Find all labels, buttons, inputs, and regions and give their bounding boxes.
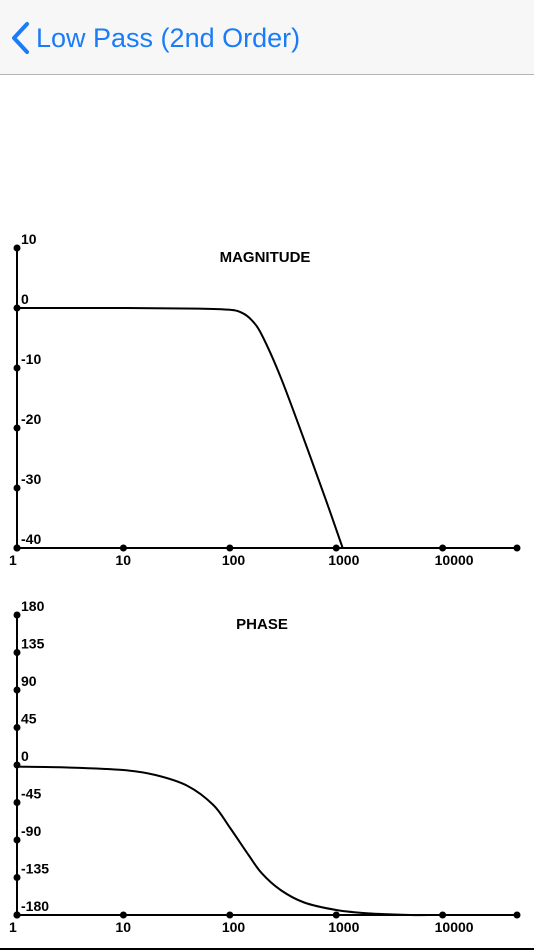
chart-1-x-tick-dot	[226, 544, 234, 552]
chart-2-y-tick-label: -45	[21, 786, 41, 802]
chart-2-x-tick-dot	[13, 911, 21, 919]
back-button[interactable]: Low Pass (2nd Order)	[10, 18, 300, 58]
chart-2-y-tick-dot	[13, 649, 21, 656]
chart-2-x-tick-label: 1000	[328, 919, 359, 935]
chart-2-x-tick-dot	[226, 911, 234, 919]
chart-2-x-tick-label: 10	[115, 919, 131, 935]
chart-1-y-tick-dot	[13, 424, 21, 432]
chart-1-y-tick-dot	[13, 244, 21, 252]
chart-2-x-axis-end-dot	[513, 911, 521, 919]
chart-1-x-axis-end-dot	[513, 544, 521, 552]
chevron-left-icon	[10, 21, 30, 55]
chart-2-y-tick-dot	[13, 724, 21, 731]
chart-1-y-tick-label: -10	[21, 351, 41, 367]
chart-2-y-tick-label: -90	[21, 823, 41, 839]
chart-1-x-tick-dot	[119, 544, 127, 552]
chart-2-x-tick-dot	[332, 911, 340, 919]
bottom-divider	[0, 948, 534, 950]
chart-1-y-tick-label: 10	[21, 231, 37, 247]
chart-1-title: MAGNITUDE	[220, 249, 311, 266]
chart-2-y-tick-label: -135	[21, 861, 49, 877]
chart-2-y-tick-label: 90	[21, 673, 37, 689]
chart-2-title: PHASE	[236, 616, 288, 633]
chart-2-y-tick-dot	[13, 686, 21, 694]
chart-2-y-tick-dot	[13, 836, 21, 844]
chart-1-y-tick-label: 0	[21, 291, 29, 307]
chart-1-series-line	[16, 306, 344, 549]
chart-2-y-tick-label: 0	[21, 748, 29, 764]
back-button-label: Low Pass (2nd Order)	[36, 22, 301, 53]
chart-1-x-tick-label: 10000	[435, 552, 474, 568]
chart-2-y-tick-label: 135	[21, 636, 45, 652]
chart-2-y-tick-label: 45	[21, 711, 37, 727]
chart-2-x-tick-dot	[439, 911, 447, 919]
chart-1-x-tick-label: 100	[222, 552, 246, 568]
chart-1-x-tick-dot	[332, 544, 340, 552]
chart-1-x-tick-label: 1000	[328, 552, 359, 568]
chart-1-x-tick-label: 10	[115, 552, 131, 568]
chart-1-y-tick-label: -40	[21, 531, 41, 547]
chart-1-x-tick-label: 1	[9, 552, 17, 568]
chart-2-x-tick-dot	[119, 911, 127, 919]
chart-1-y-tick-label: -30	[21, 471, 41, 487]
chart-2-y-tick-label: 180	[21, 598, 45, 614]
chart-2-x-tick-label: 100	[222, 919, 246, 935]
chart-2-y-tick-dot	[13, 874, 21, 881]
charts-area: MAGNITUDE 10 0 -10 -20 -30 -40 1 10 100 1000 10000 P…	[0, 75, 534, 950]
chart-2-y-tick-label: -180	[21, 898, 49, 914]
chart-1-y-tick-label: -20	[21, 411, 41, 427]
chart-2-series-line	[16, 765, 433, 917]
navigation-bar: Low Pass (2nd Order)	[0, 0, 534, 75]
chart-2-x-tick-label: 10000	[435, 919, 474, 935]
chart-1-y-tick-dot	[13, 484, 21, 492]
chart-1-y-tick-dot	[13, 364, 21, 372]
chart-1-x-tick-dot	[13, 544, 21, 552]
chart-2-x-tick-label: 1	[9, 919, 17, 935]
chart-2-y-tick-dot	[13, 799, 21, 806]
chart-2-y-tick-dot	[13, 611, 21, 619]
chart-1-x-tick-dot	[439, 544, 447, 552]
